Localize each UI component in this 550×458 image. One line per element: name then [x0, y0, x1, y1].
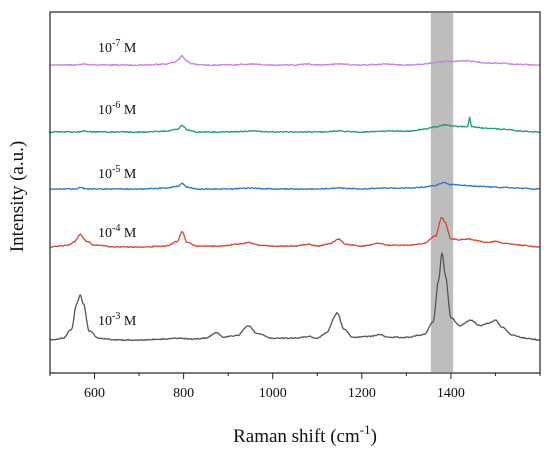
y-axis-title: Intensity (a.u.): [7, 141, 28, 252]
x-tick-label: 800: [173, 386, 194, 401]
series-layer: [49, 54, 541, 342]
series-label: 10-6 M: [98, 100, 137, 118]
label-layer: 10-7 M 10-6 M 10-5 M 10-4 M 10-3 M: [98, 38, 137, 329]
series-label: 10-7 M: [98, 38, 137, 56]
series-label: 10-4 M: [98, 223, 137, 241]
series-line: [49, 54, 541, 67]
highlight-band: [430, 13, 454, 372]
x-axis: 600 800 1000 1200 1400: [49, 373, 541, 401]
x-tick-label: 600: [84, 386, 105, 401]
x-axis-title: Raman shift (cm-1): [233, 422, 377, 447]
series-line: [49, 252, 541, 342]
band-layer: [430, 13, 454, 372]
series-line: [49, 181, 541, 191]
x-tick-label: 1400: [437, 386, 465, 401]
series-label: 10-3 M: [98, 311, 137, 329]
plot-frame: [49, 11, 541, 374]
series-line: [49, 217, 540, 249]
x-tick-label: 1000: [259, 386, 287, 401]
series-label: 10-5 M: [98, 164, 137, 182]
x-tick-label: 1200: [348, 386, 376, 401]
series-line: [49, 116, 541, 134]
